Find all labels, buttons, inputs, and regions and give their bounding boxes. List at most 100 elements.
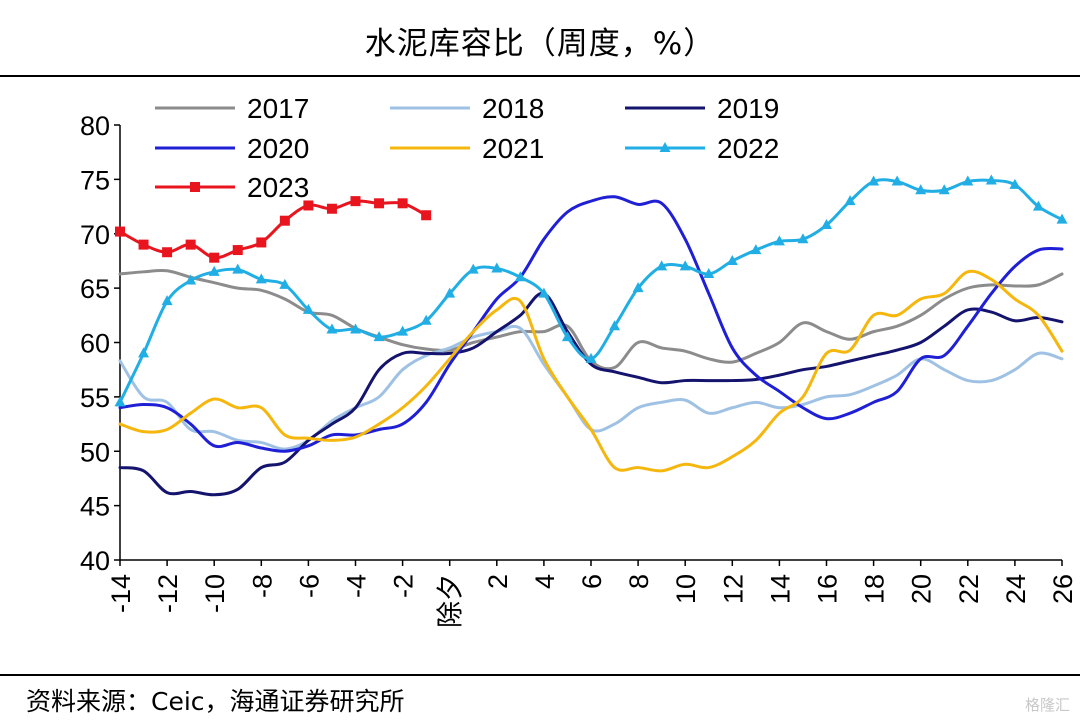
data-point-2022 [891, 175, 903, 186]
legend-label: 2018 [482, 93, 544, 124]
data-point-2022 [444, 287, 456, 298]
data-point-2023 [232, 245, 243, 256]
y-tick-label: 40 [80, 546, 110, 576]
data-point-2022 [350, 323, 361, 334]
x-tick-label: -6 [294, 574, 324, 598]
data-point-2022 [208, 265, 220, 276]
x-tick-label: 2 [483, 574, 513, 589]
data-point-2022 [844, 195, 856, 206]
x-tick-label: 18 [860, 574, 890, 604]
series-line-2021 [118, 269, 1064, 473]
y-tick-label: 65 [80, 274, 110, 304]
data-point-2023 [326, 203, 337, 214]
data-point-2023 [421, 210, 432, 221]
x-tick-label: 16 [813, 574, 843, 604]
series-2019 [118, 291, 1064, 497]
data-point-2023 [185, 239, 196, 250]
data-point-2023 [374, 198, 385, 209]
x-tick-label: 14 [765, 574, 795, 604]
x-tick-label: 除夕 [436, 574, 466, 628]
x-tick-label: -8 [247, 574, 277, 598]
legend-label: 2019 [717, 93, 779, 124]
data-point-2022 [938, 184, 950, 195]
legend-label: 2021 [482, 133, 544, 164]
x-tick-label: -14 [106, 574, 136, 613]
data-point-2022 [1009, 178, 1021, 189]
data-point-2023 [138, 239, 149, 250]
x-tick-label: 22 [954, 574, 984, 604]
legend-marker [659, 142, 671, 152]
data-point-2022 [114, 396, 126, 407]
data-point-2022 [679, 260, 691, 271]
legend-label: 2017 [247, 93, 309, 124]
x-tick-label: 6 [577, 574, 607, 589]
x-axis-ticks: -14 -12 -10 -8 -6 -4 -2 除夕 2 4 6 8 10 12 14 16 18 20 22 24 2… [106, 560, 1078, 628]
legend-item-2022: 2022 [625, 133, 779, 164]
series-2023 [115, 196, 432, 263]
data-point-2022 [773, 235, 785, 246]
x-tick-label: 26 [1048, 574, 1078, 604]
data-point-2022 [397, 325, 409, 336]
legend-label: 2023 [247, 172, 309, 203]
data-point-2022 [868, 175, 880, 186]
x-tick-label: 12 [718, 574, 748, 604]
top-divider [0, 75, 1080, 77]
y-tick-label: 50 [80, 437, 110, 467]
data-point-2023 [303, 200, 314, 211]
data-point-2023 [162, 247, 173, 258]
legend-item-2018: 2018 [390, 93, 544, 124]
data-point-2022 [255, 273, 267, 284]
x-tick-label: -10 [200, 574, 230, 613]
series-line-2019 [118, 291, 1064, 497]
legend-item-2023: 2023 [155, 172, 309, 203]
series-line-2020 [118, 195, 1064, 453]
chart-title: 水泥库容比（周度，%） [364, 26, 716, 62]
source-note: 资料来源：Ceic，海通证券研究所 [26, 687, 405, 716]
legend-item-2021: 2021 [390, 133, 544, 164]
x-tick-label: 10 [671, 574, 701, 604]
data-point-2022 [962, 175, 974, 186]
data-point-2022 [821, 219, 832, 230]
data-point-2022 [656, 260, 668, 271]
data-point-2022 [185, 274, 197, 285]
x-tick-label: 4 [530, 574, 560, 589]
x-tick-label: 24 [1001, 574, 1031, 604]
series-lines [114, 174, 1068, 497]
data-point-2023 [397, 198, 408, 209]
data-point-2023 [350, 196, 361, 207]
series-2021 [118, 269, 1064, 473]
legend: 2017 2018 2019 2020 2021 2022 2023 [155, 93, 779, 203]
data-point-2022 [326, 323, 338, 334]
y-tick-label: 60 [80, 329, 110, 359]
data-point-2022 [373, 331, 385, 342]
data-point-2022 [703, 267, 715, 278]
data-point-2022 [1056, 213, 1068, 224]
data-point-2022 [420, 314, 432, 325]
data-point-2022 [726, 254, 738, 265]
x-tick-label: -2 [389, 574, 419, 598]
y-tick-label: 45 [80, 492, 110, 522]
legend-item-2019: 2019 [625, 93, 779, 124]
watermark: 格隆汇 [1024, 696, 1070, 714]
data-point-2022 [750, 244, 762, 255]
data-point-2023 [279, 215, 290, 226]
data-point-2022 [609, 320, 621, 331]
data-point-2022 [232, 263, 244, 274]
y-tick-label: 55 [80, 383, 110, 413]
y-tick-label: 70 [80, 220, 110, 250]
x-tick-label: 20 [907, 574, 937, 604]
data-point-2022 [632, 282, 644, 293]
series-2020 [118, 195, 1064, 453]
data-point-2022 [985, 174, 997, 185]
data-point-2022 [514, 271, 526, 282]
legend-label: 2020 [247, 133, 309, 164]
data-point-2022 [1032, 200, 1044, 211]
data-point-2022 [538, 287, 550, 298]
data-point-2022 [161, 295, 173, 306]
data-point-2022 [279, 278, 291, 289]
legend-marker [190, 182, 200, 192]
x-tick-label: 8 [624, 574, 654, 589]
x-tick-label: -12 [153, 574, 183, 613]
data-point-2022 [491, 262, 503, 273]
